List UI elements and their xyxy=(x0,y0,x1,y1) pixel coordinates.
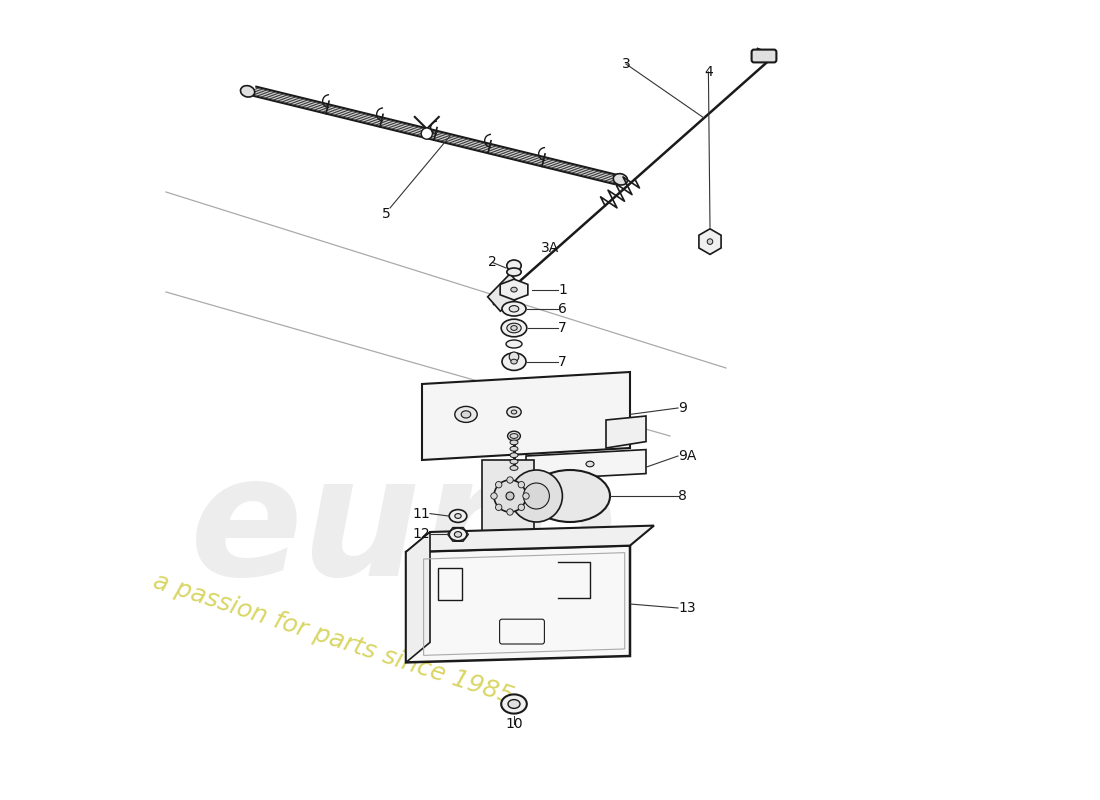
Text: 4: 4 xyxy=(704,65,713,79)
Polygon shape xyxy=(500,279,528,300)
Ellipse shape xyxy=(507,260,521,271)
Ellipse shape xyxy=(614,174,627,185)
Text: 7: 7 xyxy=(558,354,566,369)
Circle shape xyxy=(421,128,432,139)
Text: 5: 5 xyxy=(382,206,390,221)
Text: 10: 10 xyxy=(505,717,522,731)
Ellipse shape xyxy=(509,306,519,312)
Ellipse shape xyxy=(522,493,529,499)
Ellipse shape xyxy=(510,466,518,470)
Ellipse shape xyxy=(510,326,517,330)
Ellipse shape xyxy=(502,319,527,337)
Text: 9A: 9A xyxy=(678,449,696,463)
Ellipse shape xyxy=(707,239,713,245)
Text: 2: 2 xyxy=(488,255,497,270)
Ellipse shape xyxy=(507,509,514,515)
Ellipse shape xyxy=(510,434,518,438)
Ellipse shape xyxy=(510,287,517,292)
Ellipse shape xyxy=(510,470,562,522)
Ellipse shape xyxy=(510,359,517,364)
Polygon shape xyxy=(406,546,630,662)
Text: 1: 1 xyxy=(558,282,566,297)
Text: a passion for parts since 1985: a passion for parts since 1985 xyxy=(150,570,517,709)
Text: 12: 12 xyxy=(412,527,430,542)
Ellipse shape xyxy=(494,480,526,512)
Polygon shape xyxy=(406,532,430,662)
Text: 9: 9 xyxy=(678,401,686,415)
Ellipse shape xyxy=(454,406,477,422)
Ellipse shape xyxy=(510,440,518,445)
Text: 6: 6 xyxy=(558,302,566,316)
Ellipse shape xyxy=(449,510,466,522)
Ellipse shape xyxy=(502,353,526,370)
Ellipse shape xyxy=(454,531,462,538)
Ellipse shape xyxy=(507,268,521,276)
Polygon shape xyxy=(487,274,526,311)
Ellipse shape xyxy=(507,431,520,441)
Text: 11: 11 xyxy=(412,506,430,521)
Ellipse shape xyxy=(510,446,518,451)
Ellipse shape xyxy=(518,482,525,488)
Ellipse shape xyxy=(507,323,521,333)
Ellipse shape xyxy=(461,411,471,418)
Ellipse shape xyxy=(518,504,525,510)
Text: 13: 13 xyxy=(678,601,695,615)
Ellipse shape xyxy=(507,406,521,418)
Polygon shape xyxy=(482,460,534,532)
Ellipse shape xyxy=(512,410,517,414)
Polygon shape xyxy=(526,450,646,480)
Ellipse shape xyxy=(506,492,514,500)
Ellipse shape xyxy=(241,86,255,97)
Polygon shape xyxy=(606,416,646,448)
Ellipse shape xyxy=(495,482,502,488)
Text: 3A: 3A xyxy=(541,241,559,255)
Text: 8: 8 xyxy=(678,489,686,503)
Ellipse shape xyxy=(507,477,514,483)
Text: 3: 3 xyxy=(621,57,630,71)
Ellipse shape xyxy=(502,694,527,714)
Ellipse shape xyxy=(509,352,519,362)
Ellipse shape xyxy=(508,699,520,709)
Ellipse shape xyxy=(506,340,522,348)
Text: 7: 7 xyxy=(558,321,566,335)
Ellipse shape xyxy=(524,483,549,509)
Ellipse shape xyxy=(449,528,466,541)
Polygon shape xyxy=(406,526,654,552)
Polygon shape xyxy=(422,372,630,460)
Ellipse shape xyxy=(454,514,461,518)
Ellipse shape xyxy=(510,459,518,464)
Ellipse shape xyxy=(491,493,497,499)
Ellipse shape xyxy=(530,470,610,522)
Ellipse shape xyxy=(586,461,594,467)
Ellipse shape xyxy=(510,453,518,458)
Ellipse shape xyxy=(502,302,526,316)
Polygon shape xyxy=(698,229,722,254)
Ellipse shape xyxy=(495,504,502,510)
Text: euro: euro xyxy=(190,448,618,611)
FancyBboxPatch shape xyxy=(751,50,777,62)
